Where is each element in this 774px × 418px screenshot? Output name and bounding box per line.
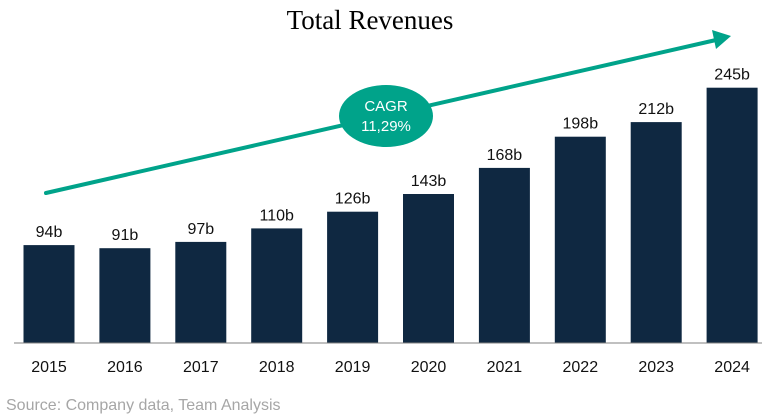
value-label-2018: 110b (259, 207, 294, 224)
chart-title: Total Revenues (287, 5, 454, 35)
value-label-2022: 198b (563, 116, 599, 133)
cagr-badge-ellipse (339, 85, 433, 147)
x-tick-label-2022: 2022 (563, 359, 599, 376)
bar-2016 (99, 248, 151, 343)
bar-2023 (630, 122, 682, 343)
value-label-2019: 126b (335, 191, 371, 208)
x-tick-label-2015: 2015 (31, 359, 67, 376)
x-tick-label-2016: 2016 (107, 359, 143, 376)
cagr-value: 11,29% (361, 118, 411, 135)
x-tick-label-2018: 2018 (259, 359, 295, 376)
value-label-2021: 168b (487, 147, 523, 164)
x-tick-label-2017: 2017 (183, 359, 219, 376)
value-label-2017: 97b (187, 221, 214, 238)
x-tick-label-2019: 2019 (335, 359, 371, 376)
x-axis-tick-labels: 2015 2016 2017 2018 2019 2020 2021 2022 2023 2024 (31, 359, 750, 376)
value-label-2020: 143b (411, 173, 447, 190)
cagr-arrow-head (712, 30, 731, 49)
source-note: Source: Company data, Team Analysis (6, 397, 281, 414)
bar-2017 (175, 241, 227, 343)
x-tick-label-2021: 2021 (487, 359, 523, 376)
bar-2021 (478, 167, 530, 343)
value-label-2015: 94b (36, 224, 63, 241)
bar-2022 (554, 136, 606, 343)
value-label-2023: 212b (638, 101, 674, 118)
bar-2015 (23, 245, 75, 343)
value-label-2016: 91b (112, 227, 139, 244)
x-tick-label-2024: 2024 (714, 359, 750, 376)
value-labels-group: 94b 91b 97b 110b 126b 143b 168b 198b 212b 245b (36, 67, 750, 245)
bar-2020 (403, 194, 454, 343)
x-tick-label-2020: 2020 (411, 359, 447, 376)
bar-2018 (251, 228, 303, 343)
bar-2019 (327, 211, 379, 343)
cagr-badge: CAGR 11,29% (339, 85, 433, 147)
x-tick-label-2023: 2023 (638, 359, 674, 376)
value-label-2024: 245b (714, 67, 750, 84)
bars-group (23, 87, 758, 343)
cagr-label: CAGR (364, 98, 408, 115)
bar-2024 (706, 87, 758, 343)
